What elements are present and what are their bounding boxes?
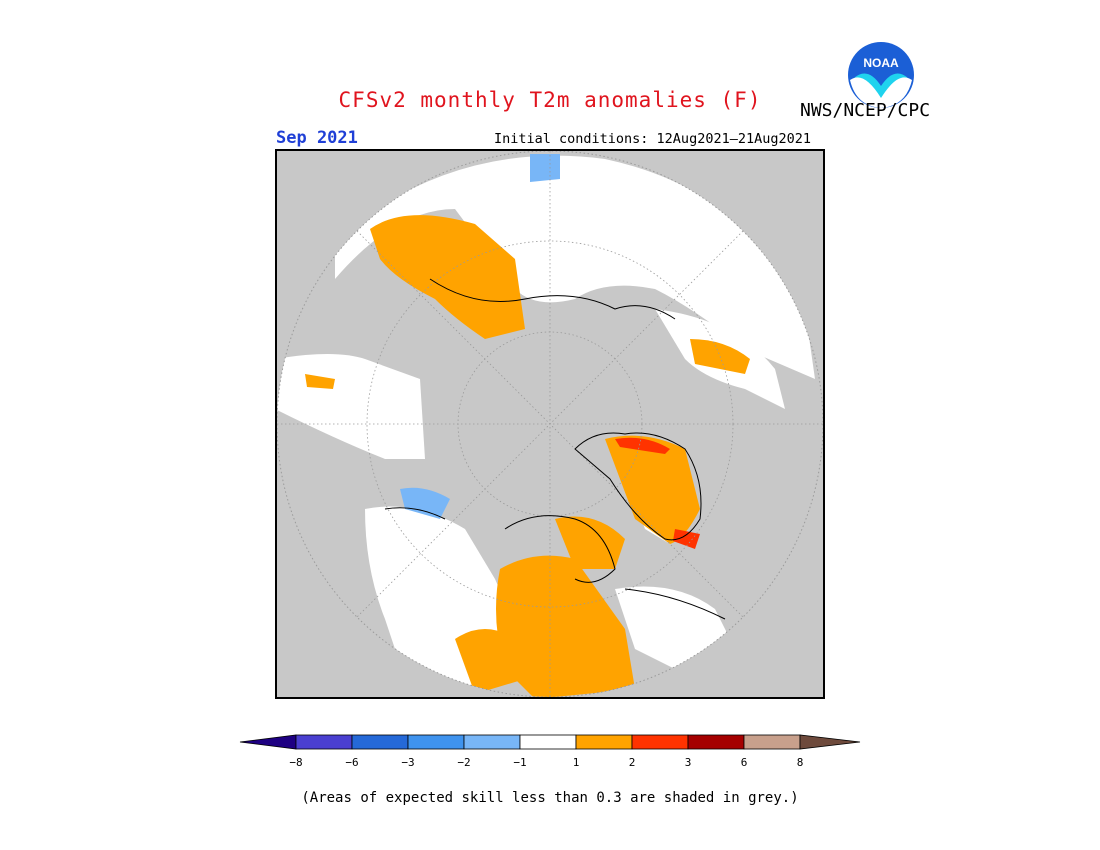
skill-footnote: (Areas of expected skill less than 0.3 a… xyxy=(301,790,799,806)
legend-swatch xyxy=(463,734,521,750)
anomaly-greenland xyxy=(605,435,700,544)
legend-swatch xyxy=(743,734,801,750)
legend-tick-label: −3 xyxy=(401,756,414,769)
anomaly-siberia xyxy=(370,215,525,339)
legend-swatch xyxy=(519,734,577,750)
forecast-month: Sep 2021 xyxy=(276,128,358,148)
legend-tick-label: 8 xyxy=(797,756,804,769)
legend-tick-label: −2 xyxy=(457,756,470,769)
legend-arrow-low xyxy=(239,734,297,750)
coastlines xyxy=(384,278,726,620)
legend-tick-label: 1 xyxy=(573,756,580,769)
white-region-southeast xyxy=(615,586,735,669)
legend-tick-label: 3 xyxy=(685,756,692,769)
agency-label: NWS/NCEP/CPC xyxy=(800,100,931,121)
initial-conditions: Initial conditions: 12Aug2021–21Aug2021 xyxy=(494,131,811,147)
map-frame xyxy=(275,149,825,699)
anomaly-hudson xyxy=(455,629,525,694)
legend-tick-label: −8 xyxy=(289,756,302,769)
legend-swatch xyxy=(351,734,409,750)
chart-title: CFSv2 monthly T2m anomalies (F) xyxy=(338,88,762,112)
legend-swatch xyxy=(295,734,353,750)
anomaly-greenland-red xyxy=(615,437,670,454)
legend-swatch xyxy=(631,734,689,750)
anomaly-greenland-red-2 xyxy=(673,529,700,549)
legend-tick-label: −6 xyxy=(345,756,358,769)
legend-tick-label: −1 xyxy=(513,756,526,769)
noaa-logo: NOAA xyxy=(848,42,914,108)
legend-tick-label: 6 xyxy=(741,756,748,769)
legend-swatch xyxy=(687,734,745,750)
legend-tick-label: 2 xyxy=(629,756,636,769)
legend-arrow-high xyxy=(799,734,861,750)
white-region-north xyxy=(335,155,815,379)
legend-swatch xyxy=(407,734,465,750)
anomaly-blue-west xyxy=(400,487,450,519)
anomaly-small-west xyxy=(305,374,335,389)
color-legend: −8 −6 −3 −2 −1 1 2 3 6 8 xyxy=(239,734,861,769)
polar-map xyxy=(275,149,825,699)
anomaly-blue-north xyxy=(530,154,560,182)
logo-text: NOAA xyxy=(863,56,899,70)
anomaly-north-america xyxy=(496,555,635,697)
legend-swatch xyxy=(575,734,633,750)
anomaly-canada-arctic xyxy=(555,516,625,569)
map-disc xyxy=(277,151,823,697)
